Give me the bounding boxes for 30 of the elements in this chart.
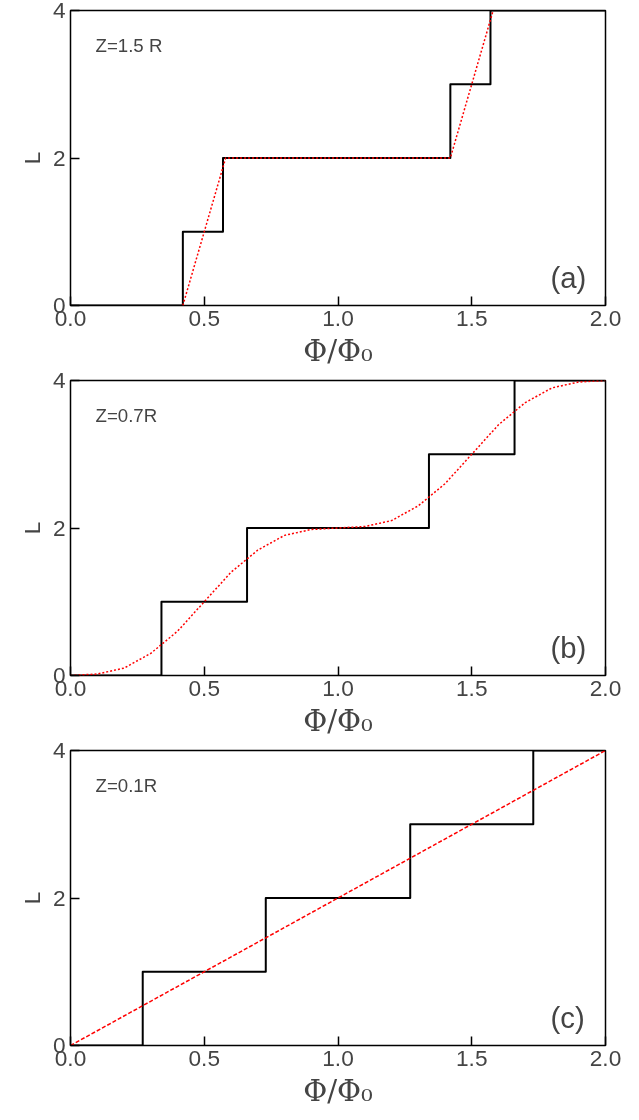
y-tick-label: 4 [52,367,66,393]
x-tick-label: 2.0 [589,1044,622,1071]
annotation: (c) [550,1000,585,1034]
x-tick-label: 1.0 [322,1044,354,1071]
annotation: (a) [550,260,587,294]
annotation: Z=0.1R [95,774,158,796]
y-tick-label: 4 [52,737,66,763]
x-tick-label: 0.5 [188,1044,220,1071]
y-tick-label: 4 [52,0,66,23]
x-tick-label: 1.0 [322,674,354,701]
x-tick-label: 1.5 [456,674,488,701]
x-tick-label: 1.5 [456,304,488,331]
x-tick-label: 0.5 [188,674,220,701]
x-tick-label: 2.0 [589,674,622,701]
x-axis-title: Φ/Φ₀ [303,1073,373,1108]
y-tick-label: 2 [52,514,66,541]
annotation: Z=1.5 R [95,34,163,56]
y-axis-title: L [18,521,45,535]
x-tick-label: 2.0 [589,304,622,331]
y-tick-label: 2 [52,884,66,911]
y-tick-label: 2 [52,144,66,171]
x-tick-label: 1.0 [322,304,354,331]
y-axis-title: L [18,151,45,165]
annotation: Z=0.7R [95,404,158,426]
x-tick-label: 0.5 [188,304,220,331]
y-axis-title: L [18,891,45,905]
annotation: (b) [550,630,587,664]
x-axis-title: Φ/Φ₀ [303,333,373,368]
x-axis-title: Φ/Φ₀ [303,703,373,738]
x-tick-label: 1.5 [456,1044,488,1071]
